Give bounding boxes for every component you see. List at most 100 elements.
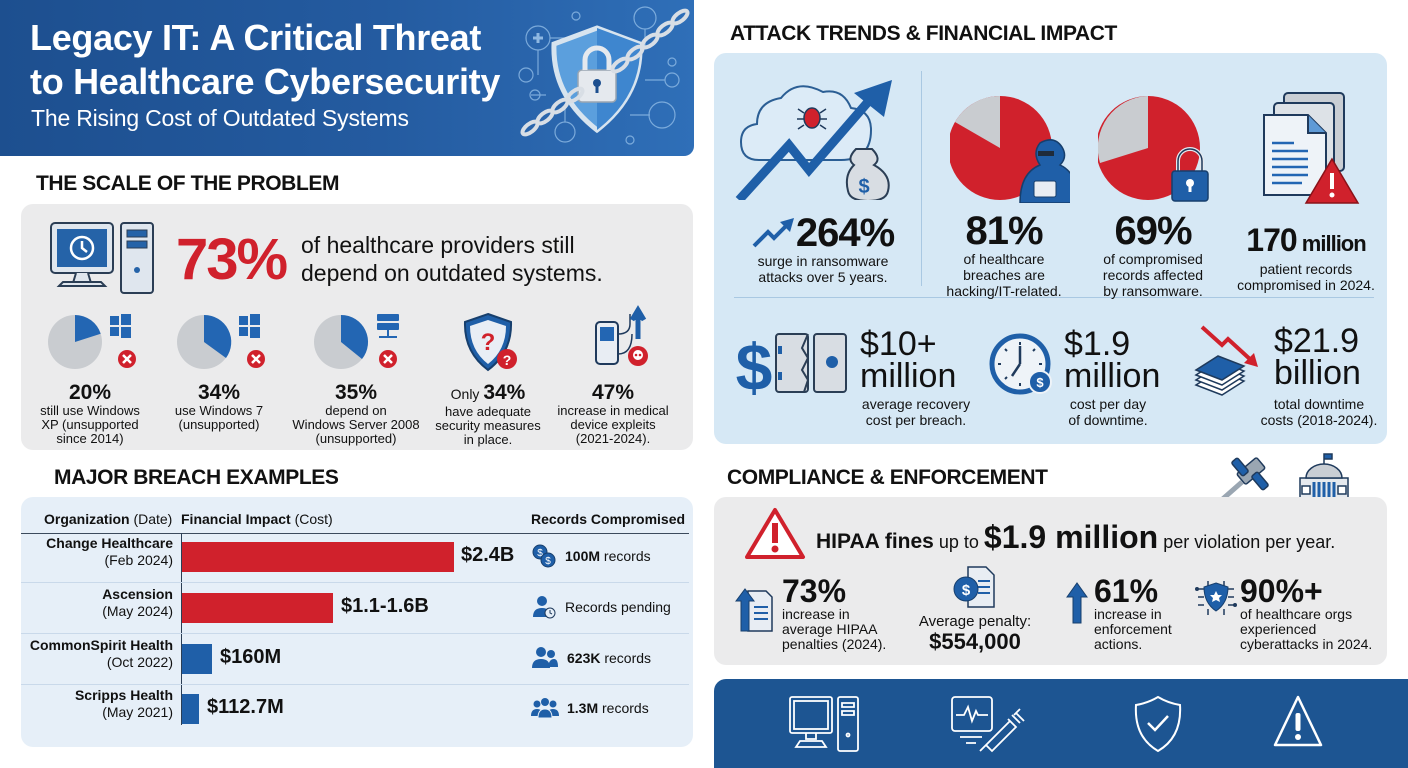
row-divider (21, 684, 689, 685)
table-row: Ascension (May 2024) $1.1-1.6B Records pe… (21, 582, 693, 632)
stat-hacking-breaches: 81% of healthcare breaches are hacking/I… (939, 211, 1069, 299)
org-name: Change Healthcare (46, 535, 173, 551)
stat-value: 34% (197, 381, 241, 404)
stat-recovery-cost: $ $10+ million average recovery cost per… (736, 325, 976, 428)
cost-value: $112.7M (207, 696, 284, 718)
value-line-2: billion (1274, 354, 1361, 392)
svg-text:$: $ (545, 556, 551, 567)
desc-line: cost per breach. (865, 412, 967, 428)
desc-line: breaches are (963, 267, 1045, 283)
bottom-icon-banner (714, 679, 1408, 768)
desc-line: in place. (463, 432, 513, 447)
svg-text:?: ? (503, 352, 512, 368)
org-date: (May 2021) (102, 704, 173, 720)
coins-icon: $ $ (532, 544, 556, 568)
stat-desc: of compromised records affected by ranso… (1088, 251, 1218, 299)
desc-line: depend on (325, 403, 387, 418)
desc-line: still use Windows (40, 403, 140, 418)
compliance-section-title: COMPLIANCE & ENFORCEMENT (727, 466, 1048, 489)
org-date: (Feb 2024) (104, 552, 173, 568)
headline-line-1: of healthcare providers still (301, 232, 575, 258)
records-cell: $ $ 100M records (531, 543, 651, 569)
org-cell: Ascension (May 2024) (102, 586, 173, 620)
column-header-organization: Organization (Date) (44, 511, 172, 527)
records-cell: 623K records (531, 645, 651, 671)
stat-desc: use Windows 7 (unsupported) (154, 404, 284, 432)
stat-average-penalty: $ Average penalty: $554,000 (910, 565, 1040, 655)
records-number: 623K (567, 650, 601, 666)
axis-line (181, 533, 182, 725)
shield-check-icon (1134, 695, 1182, 753)
desc-line: cost per day (1069, 396, 1147, 412)
stat-value: 264% (728, 213, 918, 253)
stat-prefix: Only (450, 386, 484, 402)
desc-line: of healthcare (963, 251, 1045, 267)
stat-desc: have adequate security measures in place… (423, 405, 553, 447)
desc-line: experienced (1240, 621, 1317, 637)
penalty-value: $554,000 (929, 629, 1021, 654)
cost-bar (182, 644, 212, 674)
org-name: Ascension (102, 586, 173, 602)
svg-text:?: ? (481, 329, 496, 356)
records-label: records (600, 650, 652, 666)
desc-line: increase in (782, 606, 850, 622)
warning-triangle-icon (745, 508, 805, 559)
horizontal-divider (734, 297, 1374, 298)
cloud-bug-trend-icon: $ (735, 80, 892, 200)
desc-line: increase in (1094, 606, 1162, 622)
org-name: CommonSpirit Health (29, 637, 173, 653)
monitor-syringe-icon (951, 696, 1025, 753)
records-cell: 1.3M records (531, 695, 649, 721)
desc-line: attacks over 5 years. (758, 269, 888, 285)
stat-ransomware-surge: 264% surge in ransomware attacks over 5 … (728, 213, 918, 285)
org-name: Scripps Health (74, 687, 173, 703)
fine-rest: per violation per year. (1158, 532, 1336, 552)
stat-number: 34% (483, 381, 526, 404)
svg-text:$: $ (537, 548, 543, 559)
header-divider (21, 533, 689, 534)
warning-icon (1273, 695, 1323, 747)
page-title: Legacy IT: A Critical Threat to Healthca… (30, 16, 500, 104)
value-line-1: $10+ (860, 325, 937, 363)
desc-line: patient records (1259, 261, 1353, 277)
row-divider (21, 633, 689, 634)
stat-windows-server-2008: 35% depend on Windows Server 2008 (unsup… (291, 304, 421, 446)
stat-number: 170 (1246, 222, 1297, 258)
cash-down-arrow-icon (1194, 325, 1258, 396)
svg-text:$: $ (962, 582, 971, 599)
svg-text:$: $ (1036, 375, 1044, 390)
stat-value: 47% (591, 381, 635, 404)
desc-line: since 2014) (56, 431, 124, 446)
desc-line: cyberattacks in 2024. (1240, 636, 1373, 652)
stat-value: 69% (1114, 209, 1192, 253)
cost-bar (182, 542, 454, 572)
stat-desc: total downtime costs (2018-2024). (1254, 396, 1384, 428)
desc-line: of healthcare orgs (1240, 606, 1353, 622)
cost-bar (182, 593, 333, 623)
records-number: 100M (565, 548, 601, 564)
page-subtitle: The Rising Cost of Outdated Systems (31, 105, 409, 131)
medical-device-skull-icon (595, 305, 648, 366)
fine-bold: HIPAA fines (816, 530, 934, 553)
stat-unit: million (1296, 231, 1367, 256)
headline-line-2: depend on outdated systems. (301, 260, 603, 286)
pie-lock-icon (1098, 96, 1209, 202)
stat-number: 264% (795, 211, 895, 255)
trend-up-icon (752, 218, 794, 248)
header-rest: (Date) (129, 511, 173, 527)
stat-value: 81% (965, 209, 1043, 253)
pie-windows-x-icon (177, 314, 265, 369)
org-date: (May 2024) (102, 603, 173, 619)
column-header-records: Records Compromised (531, 511, 685, 527)
stat-records-compromised: 170 million patient records compromised … (1228, 223, 1384, 293)
dollar-broken-safe-icon: $ (736, 330, 847, 396)
stat-value: $10+ million (860, 325, 956, 393)
users-icon (532, 647, 558, 668)
desc-line: surge in ransomware (757, 253, 889, 269)
shield-question-icon: ? ? (463, 312, 517, 372)
records-label: Records pending (565, 599, 671, 615)
org-cell: Scripps Health (May 2021) (75, 687, 173, 721)
stat-adequate-security: ? ? Only 34% have adequate security meas… (423, 304, 553, 447)
attack-section-title: ATTACK TRENDS & FINANCIAL IMPACT (730, 22, 1117, 45)
clock-dollar-icon: $ (989, 333, 1052, 395)
